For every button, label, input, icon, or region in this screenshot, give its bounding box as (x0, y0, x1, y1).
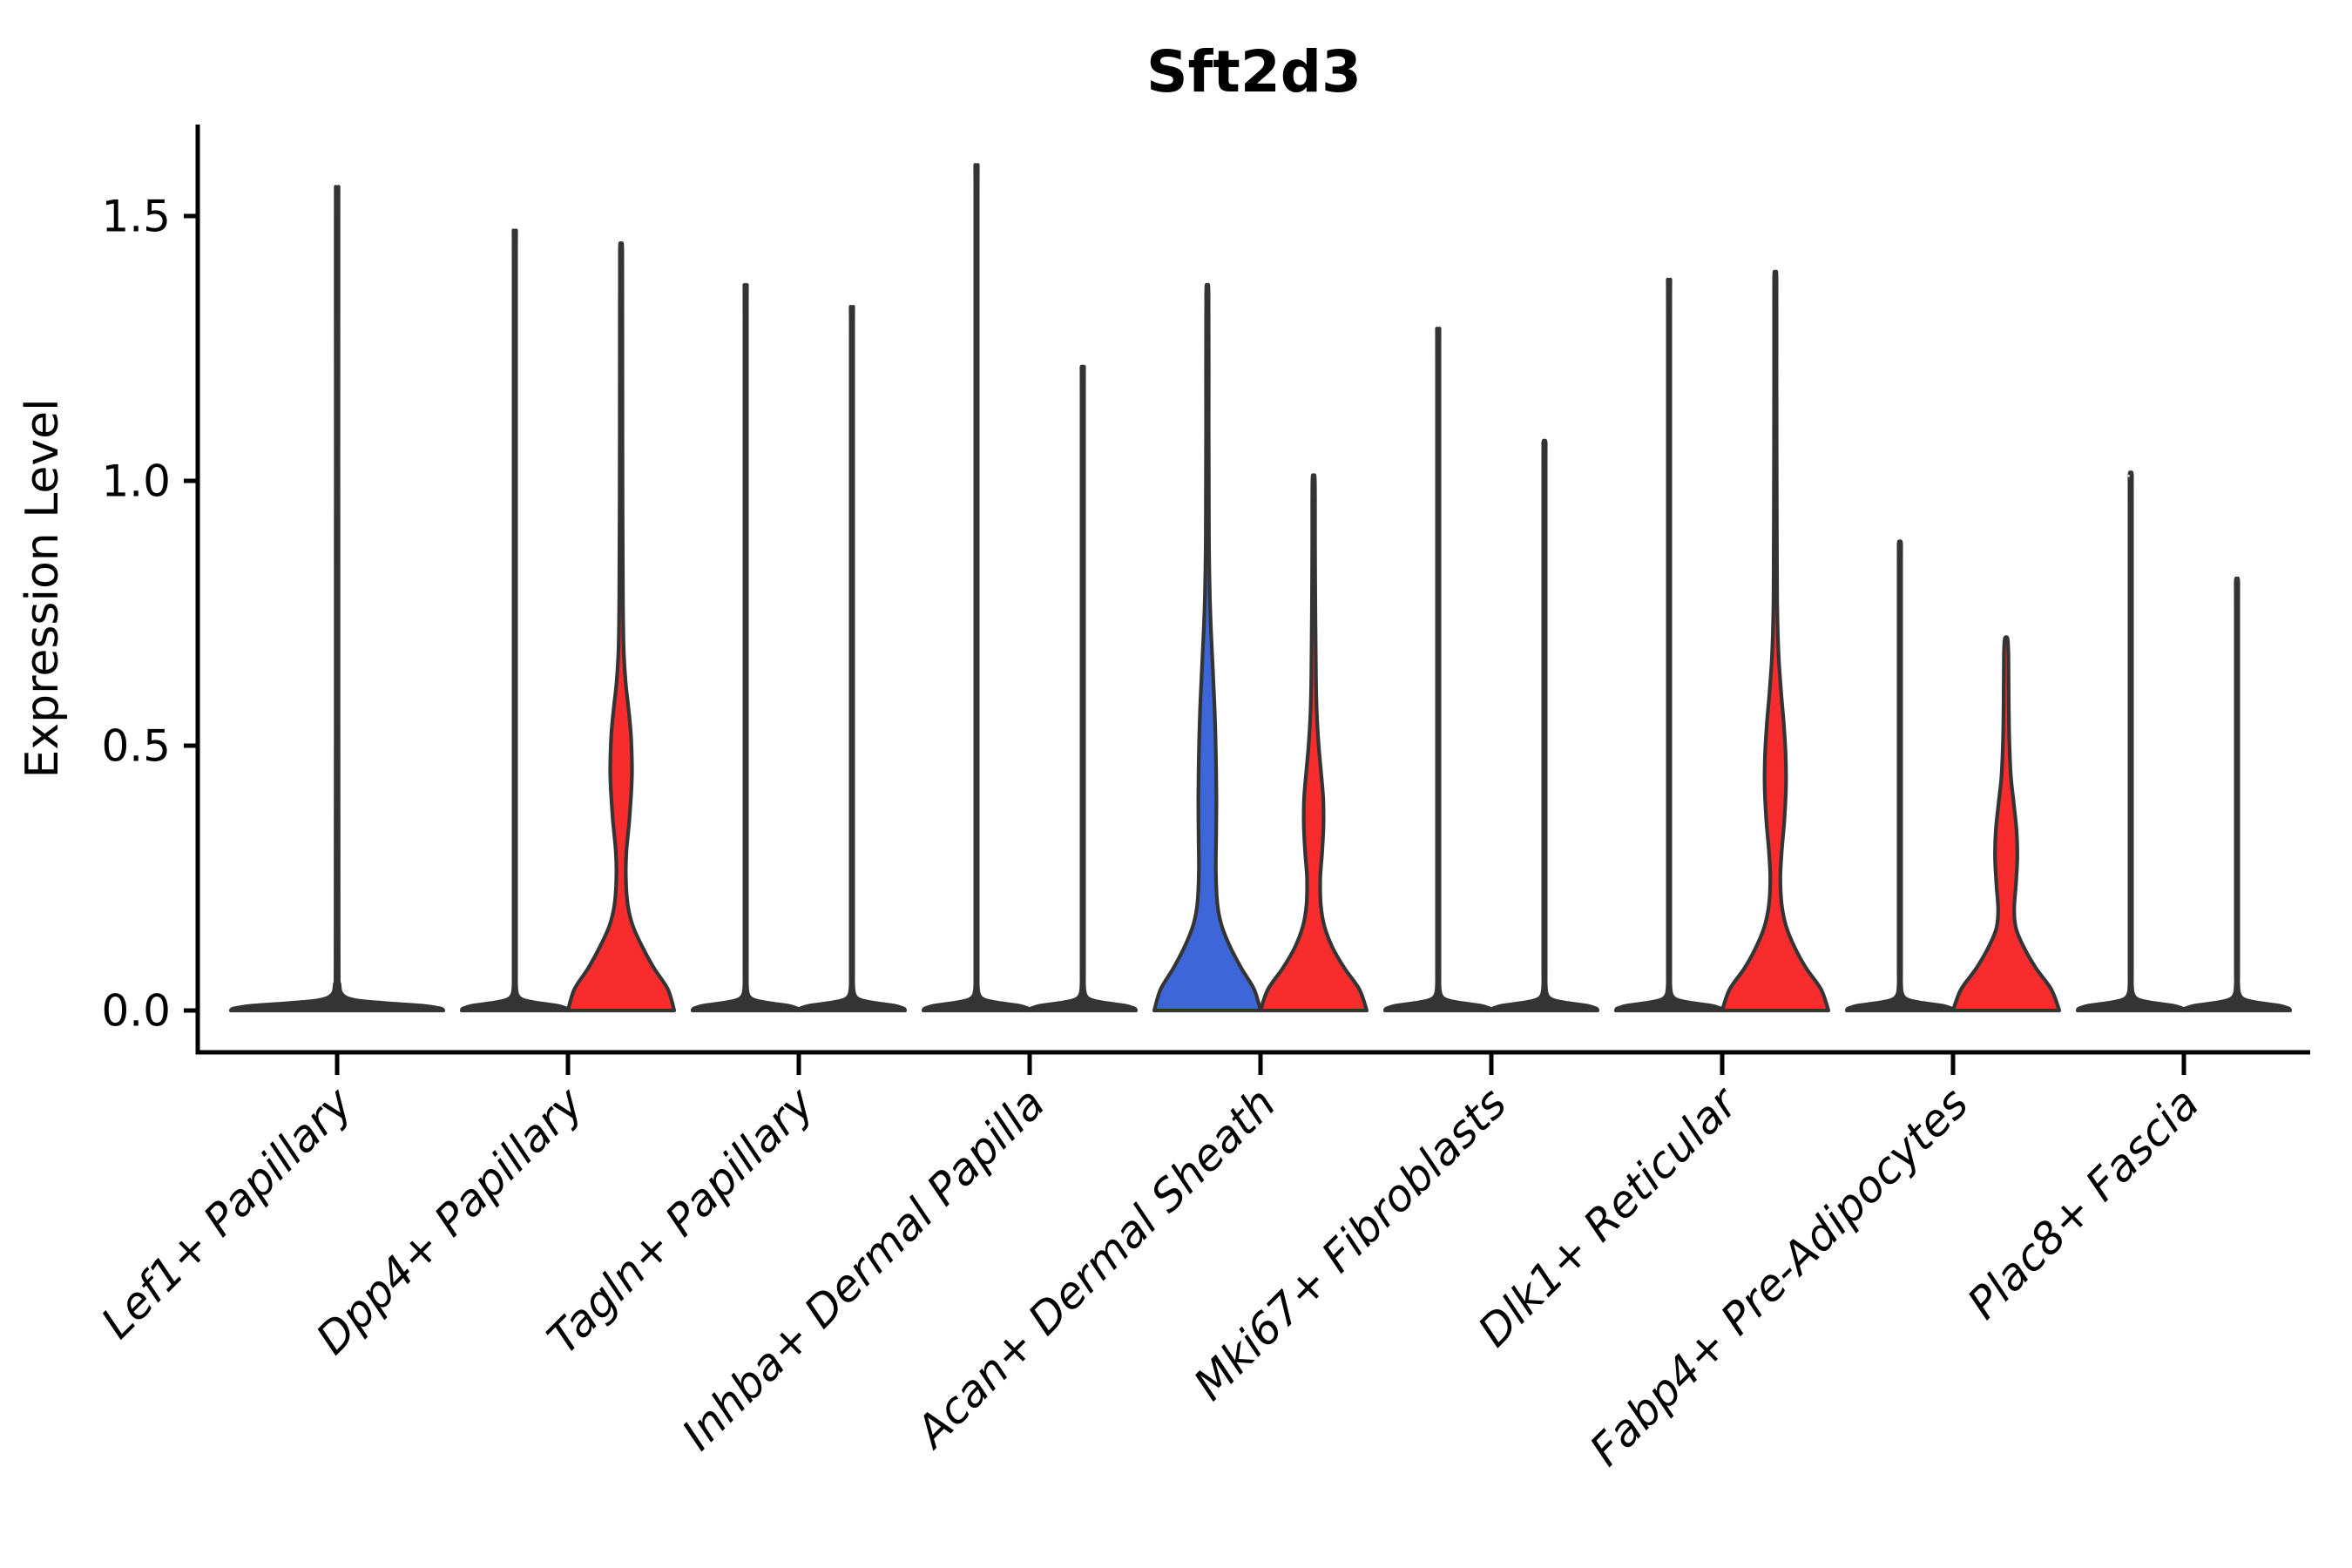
violin-tagln-papillary-1 (690, 283, 801, 1013)
violin-dlk1-reticular-2 (1720, 269, 1831, 1013)
axes-spines (195, 125, 2310, 1055)
y-tick-label-0.0: 0.0 (101, 986, 171, 1037)
y-tick-label-1.0: 1.0 (101, 456, 171, 507)
violin-mki67-fibroblasts-1 (1382, 327, 1494, 1013)
violin-plac8-fascia-1 (2075, 470, 2186, 1013)
x-tick-label-lef1-papillary: Lef1+ Papillary (91, 1077, 362, 1348)
violin-dpp4-papillary-2 (565, 241, 677, 1013)
x-tick-label-fabp4-pre-adipocytes: Fabp4+ Pre-Adipocytes (1580, 1078, 1978, 1476)
violin-tagln-papillary-2 (796, 305, 908, 1013)
y-tick-label-1.5: 1.5 (101, 192, 171, 242)
violin-dlk1-reticular-1 (1613, 277, 1725, 1013)
chart-title: Sft2d3 (1146, 38, 1362, 105)
violin-fabp4-pre-adipocytes-1 (1844, 539, 1956, 1013)
violin-inhba-dermal-papilla-2 (1027, 364, 1139, 1013)
y-tick-label-0.5: 0.5 (101, 721, 171, 772)
y-axis-label: Expression Level (17, 398, 69, 778)
violin-acan-dermal-sheath-2 (1258, 473, 1369, 1013)
violin-plac8-fascia-2 (2181, 576, 2293, 1013)
violin-fabp4-pre-adipocytes-2 (1950, 635, 2062, 1013)
violin-acan-dermal-sheath-1 (1152, 282, 1263, 1013)
violin-mki67-fibroblasts-2 (1489, 438, 1600, 1013)
violin-lef1-papillary-1 (228, 185, 446, 1013)
violin-inhba-dermal-papilla-1 (921, 163, 1032, 1013)
x-tick-label-plac8-fascia: Plac8+ Fascia (1958, 1078, 2209, 1328)
violin-dpp4-papillary-1 (459, 228, 571, 1013)
